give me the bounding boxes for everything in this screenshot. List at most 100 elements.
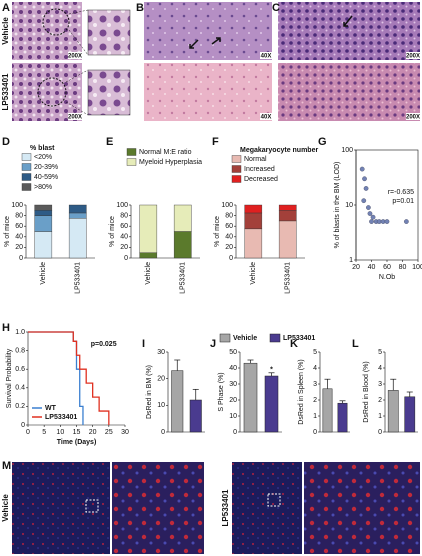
bar-segment	[34, 231, 53, 259]
panel-letter: K	[290, 338, 298, 350]
image-zoom	[87, 69, 131, 116]
y-tick-label: 20	[120, 244, 128, 251]
y-tick-label: 0	[233, 429, 237, 436]
label-box	[260, 113, 272, 120]
x-tick-label: LP533401	[180, 262, 187, 294]
bar-segment	[68, 204, 87, 214]
zoom-line	[65, 69, 89, 83]
x-tick-label: 80	[399, 264, 407, 271]
legend-swatch	[231, 155, 242, 163]
panel-letter: M	[2, 460, 11, 472]
y-tick-label: 3	[378, 381, 382, 388]
y-axis-label: % of mice	[4, 216, 11, 247]
y-tick-label: 20	[157, 376, 165, 383]
bar-segment	[278, 204, 297, 211]
point	[367, 211, 373, 216]
y-tick-label: 1	[349, 257, 353, 264]
y-axis-label: Survival Probability	[6, 348, 13, 408]
y-axis-label: % of blasts in the BM (LOD)	[334, 162, 341, 249]
bar	[337, 402, 348, 433]
x-tick-label: 10	[56, 429, 64, 436]
magnification: 200X	[406, 54, 420, 60]
bar	[171, 370, 184, 433]
x-axis-label: Time (Days)	[57, 439, 97, 446]
point	[369, 219, 374, 224]
y-tick-label: 0	[313, 429, 317, 436]
y-tick-label: 0.4	[15, 385, 25, 392]
y-tick-label: 100	[341, 147, 353, 154]
legend-label: Increased	[244, 166, 275, 173]
bar	[322, 388, 333, 433]
bar	[189, 399, 202, 433]
y-axis-label: % of mice	[109, 216, 116, 247]
y-tick-label: 20	[229, 397, 237, 404]
panel-letter: I	[142, 338, 145, 350]
y-tick-label: 100	[221, 202, 233, 209]
y-axis-label: DsRed in BM (%)	[146, 365, 153, 419]
panel-letter: A	[2, 2, 10, 14]
legend-swatch	[21, 163, 32, 171]
magnification: 200X	[68, 115, 82, 121]
y-tick-label: 20	[225, 244, 233, 251]
bar-segment	[278, 220, 297, 259]
image	[232, 462, 302, 554]
legend-swatch	[126, 158, 137, 166]
bar-segment	[68, 218, 87, 259]
y-tick-label: 80	[15, 212, 23, 219]
y-tick-label: 1.0	[15, 329, 25, 336]
image-zoom	[87, 9, 131, 56]
panel-letter: C	[272, 2, 280, 14]
panel-letter: B	[136, 2, 144, 14]
x-tick-label: Vehicle	[40, 262, 47, 285]
zoom-box	[267, 493, 281, 507]
bar-segment	[34, 215, 53, 232]
image	[144, 63, 272, 121]
y-tick-label: 60	[225, 223, 233, 230]
y-tick-label: 1	[313, 413, 317, 420]
x-tick-label: 15	[73, 429, 81, 436]
y-tick-label: 0	[229, 255, 233, 262]
label-box	[406, 113, 420, 120]
legend-label: Normal	[244, 156, 267, 163]
group-label: LP533401	[221, 489, 230, 526]
y-tick-label: 10	[157, 402, 165, 409]
legend-label: Normal M:E ratio	[139, 149, 192, 156]
label-box	[260, 52, 272, 59]
y-tick-label: 100	[116, 202, 128, 209]
panel-letter: H	[2, 322, 10, 334]
y-axis-label: DsRed in Spleen (%)	[298, 359, 305, 424]
legend-label: LP533401	[283, 335, 315, 342]
bar-segment	[139, 204, 158, 253]
y-tick-label: 40	[15, 234, 23, 241]
point	[363, 186, 369, 191]
y-tick-label: 0.6	[15, 366, 25, 373]
image	[278, 63, 420, 121]
plot-frame	[355, 149, 419, 261]
label-box	[68, 113, 82, 120]
y-tick-label: 60	[120, 223, 128, 230]
image	[144, 2, 272, 60]
bar-segment	[34, 210, 53, 216]
panel-letter: E	[106, 136, 113, 148]
bar-segment	[244, 228, 263, 259]
y-tick-label: 0	[124, 255, 128, 262]
panel-letter: L	[352, 338, 359, 350]
y-tick-label: 40	[225, 234, 233, 241]
y-tick-label: 0	[378, 429, 382, 436]
survival-line	[28, 331, 110, 425]
bar-segment	[244, 204, 263, 214]
y-tick-label: 30	[157, 349, 165, 356]
point	[366, 205, 371, 210]
row-label: LP533401	[1, 73, 10, 110]
y-tick-label: 0	[161, 429, 165, 436]
annotation: r=-0.635	[388, 189, 414, 196]
legend-swatch	[21, 183, 32, 191]
legend-title: Megakaryocyte number	[240, 147, 318, 154]
image	[12, 462, 110, 554]
legend-swatch	[269, 333, 281, 343]
y-tick-label: 5	[378, 349, 382, 356]
y-tick-label: 4	[313, 365, 317, 372]
y-axis-label: DsRed in Blood (%)	[363, 361, 370, 422]
legend-label: WT	[45, 405, 57, 412]
